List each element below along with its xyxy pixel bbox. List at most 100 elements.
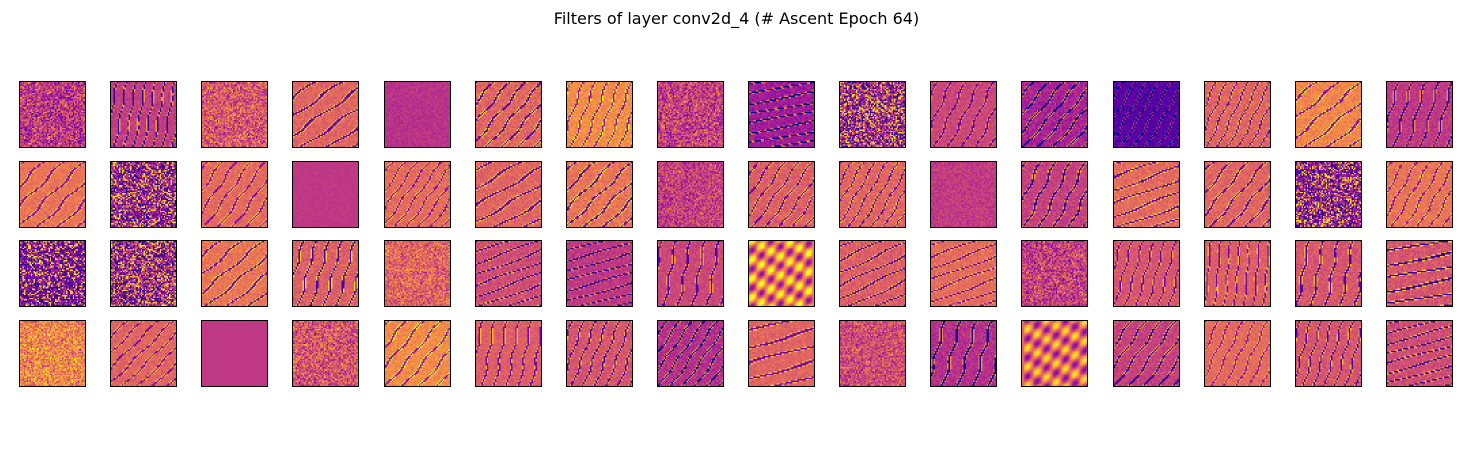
filter-image [840,321,905,386]
filter-image [202,241,267,306]
filter-tile [748,81,815,148]
filter-image [476,321,541,386]
filter-tile [1113,240,1180,307]
filter-tile [1386,320,1453,387]
filter-tile [1204,320,1271,387]
filter-image [931,82,996,147]
filter-tile [1295,240,1362,307]
filter-tile [201,320,268,387]
filter-tile [1021,81,1088,148]
filter-image [1387,241,1452,306]
filter-tile [1021,161,1088,228]
filter-image [385,321,450,386]
filter-tile [566,240,633,307]
filter-image [20,241,85,306]
filter-image [749,162,814,227]
filter-image [1296,162,1361,227]
filter-image [840,241,905,306]
filter-tile [1021,320,1088,387]
filter-tile [201,240,268,307]
filter-tile [292,161,359,228]
filter-image [658,241,723,306]
filter-image [931,321,996,386]
filter-image [1296,321,1361,386]
filter-tile [1204,161,1271,228]
filter-tile [110,320,177,387]
filter-tile [839,320,906,387]
filter-image [1114,241,1179,306]
filter-image [293,321,358,386]
filter-image [931,162,996,227]
filter-image [476,241,541,306]
filter-image [1205,162,1270,227]
filter-image [1114,162,1179,227]
filter-image [293,82,358,147]
filter-image [111,82,176,147]
filter-tile [384,81,451,148]
filter-tile [110,240,177,307]
filter-image [385,241,450,306]
filter-tile [384,320,451,387]
filter-tile [748,161,815,228]
filter-image [1114,82,1179,147]
filter-image [840,82,905,147]
filter-image [20,321,85,386]
filter-image [111,321,176,386]
filter-tile [292,320,359,387]
filter-tile [475,161,542,228]
filter-tile [1386,161,1453,228]
filter-image [749,82,814,147]
filter-image [111,241,176,306]
filter-tile [566,81,633,148]
filter-image [202,82,267,147]
filter-image [1387,162,1452,227]
filter-image [749,241,814,306]
filter-image [20,162,85,227]
filter-image [1205,321,1270,386]
filter-image [1205,82,1270,147]
filter-image [658,162,723,227]
filter-tile [657,320,724,387]
filter-tile [1113,320,1180,387]
filter-image [20,82,85,147]
filter-tile [292,81,359,148]
filter-image [385,82,450,147]
filter-tile [110,161,177,228]
filter-tile [930,161,997,228]
filter-image [1205,241,1270,306]
filter-image [567,241,632,306]
filter-image [1022,82,1087,147]
filter-tile [19,81,86,148]
filter-image [1296,241,1361,306]
filter-image [1022,162,1087,227]
filter-image [1387,321,1452,386]
filter-image [567,82,632,147]
filter-tile [748,320,815,387]
filter-tile [19,320,86,387]
filter-tile [930,320,997,387]
filter-tile [930,81,997,148]
filter-image [385,162,450,227]
filter-tile [1204,240,1271,307]
filter-tile [292,240,359,307]
filter-image [840,162,905,227]
filter-image [202,162,267,227]
filter-tile [19,161,86,228]
filter-tile [1113,81,1180,148]
filter-tile [657,240,724,307]
filter-tile [1386,240,1453,307]
filter-tile [1295,161,1362,228]
filter-tile [475,240,542,307]
filter-image [749,321,814,386]
filter-image [658,321,723,386]
filter-image [658,82,723,147]
filter-image [111,162,176,227]
filter-tile [657,161,724,228]
filter-image [1296,82,1361,147]
filter-tile [1295,320,1362,387]
filter-tile [748,240,815,307]
filter-tile [930,240,997,307]
filter-tile [566,161,633,228]
filter-image [1114,321,1179,386]
